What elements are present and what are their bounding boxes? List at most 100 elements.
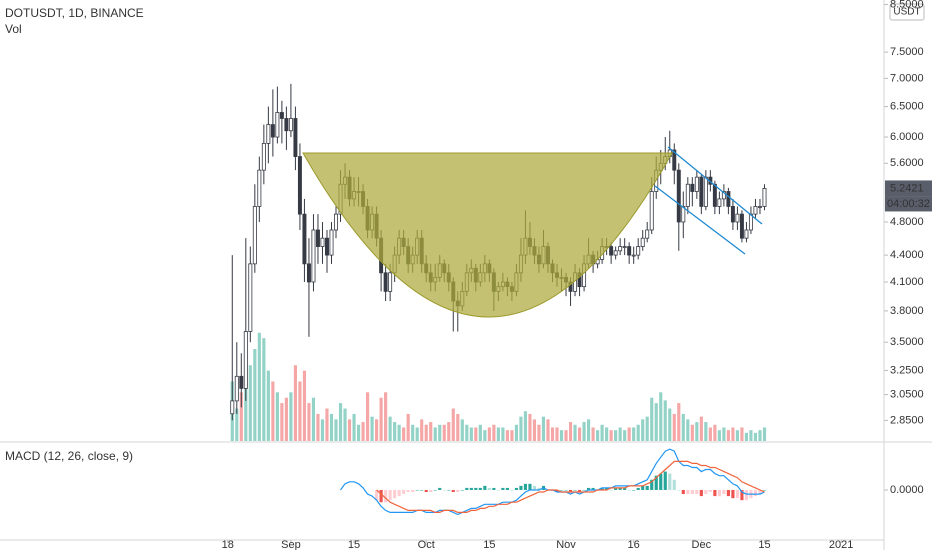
volume-bar bbox=[758, 430, 762, 441]
last-price-box bbox=[885, 180, 932, 197]
volume-bar bbox=[239, 392, 243, 441]
volume-bar bbox=[641, 419, 645, 441]
macd-histogram-bar bbox=[375, 489, 379, 501]
macd-histogram-bar bbox=[623, 487, 627, 490]
candle-body bbox=[631, 254, 636, 257]
candle-body bbox=[293, 118, 298, 157]
macd-histogram-bar bbox=[695, 489, 699, 495]
volume-bar bbox=[505, 430, 509, 441]
macd-histogram-bar bbox=[402, 489, 406, 495]
candle-body bbox=[230, 400, 235, 415]
volume-bar bbox=[253, 349, 257, 441]
x-tick-label: 18 bbox=[222, 539, 234, 550]
macd-histogram-bar bbox=[636, 487, 640, 490]
volume-bar bbox=[605, 427, 609, 441]
y-tick-label: 6.5000 bbox=[890, 100, 924, 112]
candle-body bbox=[320, 237, 325, 247]
candle-body bbox=[257, 169, 262, 207]
volume-bar bbox=[614, 430, 618, 441]
macd-histogram-bar bbox=[465, 487, 469, 490]
volume-bar bbox=[744, 432, 749, 441]
candle-body bbox=[649, 191, 654, 231]
macd-histogram-bar bbox=[415, 489, 419, 491]
volume-bar bbox=[699, 416, 703, 441]
volume-bar bbox=[537, 424, 541, 441]
candle-body bbox=[248, 263, 253, 332]
candle-body bbox=[284, 118, 289, 132]
candle-body bbox=[329, 229, 334, 256]
volume-bar bbox=[478, 424, 482, 441]
candle-body bbox=[622, 246, 627, 248]
volume-bar bbox=[492, 424, 496, 441]
volume-bar bbox=[496, 427, 500, 441]
macd-histogram-bar bbox=[532, 485, 537, 490]
x-tick-label: Oct bbox=[418, 539, 435, 550]
candle-body bbox=[739, 213, 744, 239]
macd-histogram-bar bbox=[555, 489, 559, 493]
volume-bar bbox=[284, 397, 288, 441]
y-tick-label: 6.0000 bbox=[890, 131, 924, 143]
candle-body bbox=[266, 124, 271, 144]
y-tick-label: 4.8000 bbox=[890, 216, 924, 228]
candle-body bbox=[640, 237, 645, 247]
volume-bar bbox=[347, 419, 352, 441]
candle-body bbox=[234, 375, 239, 402]
candle-body bbox=[694, 176, 699, 192]
macd-histogram-bar bbox=[478, 487, 482, 490]
y-tick-label: 4.4000 bbox=[890, 249, 924, 261]
macd-histogram-bar bbox=[645, 485, 649, 490]
candle-body bbox=[730, 206, 735, 223]
candle-body bbox=[703, 176, 708, 207]
candle-body bbox=[726, 191, 731, 207]
volume-bar bbox=[235, 408, 239, 441]
volume-bar bbox=[338, 403, 343, 441]
volume-bar bbox=[654, 403, 658, 441]
macd-histogram-bar bbox=[420, 489, 424, 491]
volume-bar bbox=[248, 365, 252, 441]
x-tick-label: 2021 bbox=[829, 539, 853, 550]
macd-histogram-bar bbox=[650, 479, 654, 490]
macd-histogram-bar bbox=[641, 485, 645, 490]
volume-bar bbox=[645, 416, 649, 441]
macd-histogram-bar bbox=[735, 489, 739, 499]
candle-body bbox=[753, 206, 758, 215]
candle-body bbox=[690, 183, 695, 192]
x-tick-label: 15 bbox=[348, 539, 360, 550]
volume-bar bbox=[564, 430, 568, 441]
currency-button[interactable] bbox=[889, 3, 925, 21]
macd-histogram-bar bbox=[564, 489, 568, 491]
macd-histogram-bar bbox=[384, 489, 388, 503]
macd-histogram-bar bbox=[762, 489, 767, 491]
macd-histogram-bar bbox=[744, 489, 749, 501]
macd-histogram-bar bbox=[469, 487, 473, 490]
volume-bar bbox=[609, 430, 613, 441]
y-tick-label: 3.2500 bbox=[890, 364, 924, 376]
volume-bar bbox=[334, 419, 338, 441]
candle-body bbox=[315, 229, 320, 247]
x-tick-label: 15 bbox=[483, 539, 495, 550]
candle-body bbox=[383, 272, 388, 292]
candle-body bbox=[676, 169, 681, 223]
candle-body bbox=[288, 118, 293, 132]
candle-body bbox=[279, 112, 284, 119]
macd-histogram-bar bbox=[591, 487, 595, 490]
volume-bar bbox=[356, 424, 361, 441]
macd-histogram-bar bbox=[397, 489, 401, 497]
macd-histogram-bar bbox=[379, 489, 383, 503]
macd-histogram-bar bbox=[447, 489, 451, 491]
cup-pattern bbox=[302, 152, 673, 318]
signal-line bbox=[376, 460, 765, 513]
volume-bar bbox=[577, 427, 582, 441]
macd-histogram-bar bbox=[577, 489, 582, 493]
volume-bar bbox=[532, 419, 537, 441]
volume-bar bbox=[713, 424, 717, 441]
currency-label[interactable]: USDT bbox=[893, 7, 920, 18]
macd-histogram-bar bbox=[438, 487, 442, 490]
candle-body bbox=[275, 112, 280, 138]
macd-histogram-bar bbox=[406, 489, 410, 493]
volume-bar bbox=[442, 424, 446, 441]
macd-histogram-bar bbox=[456, 489, 460, 493]
macd-histogram-bar bbox=[424, 489, 428, 493]
macd-histogram-bar bbox=[487, 487, 491, 490]
volume-bar bbox=[600, 424, 604, 441]
